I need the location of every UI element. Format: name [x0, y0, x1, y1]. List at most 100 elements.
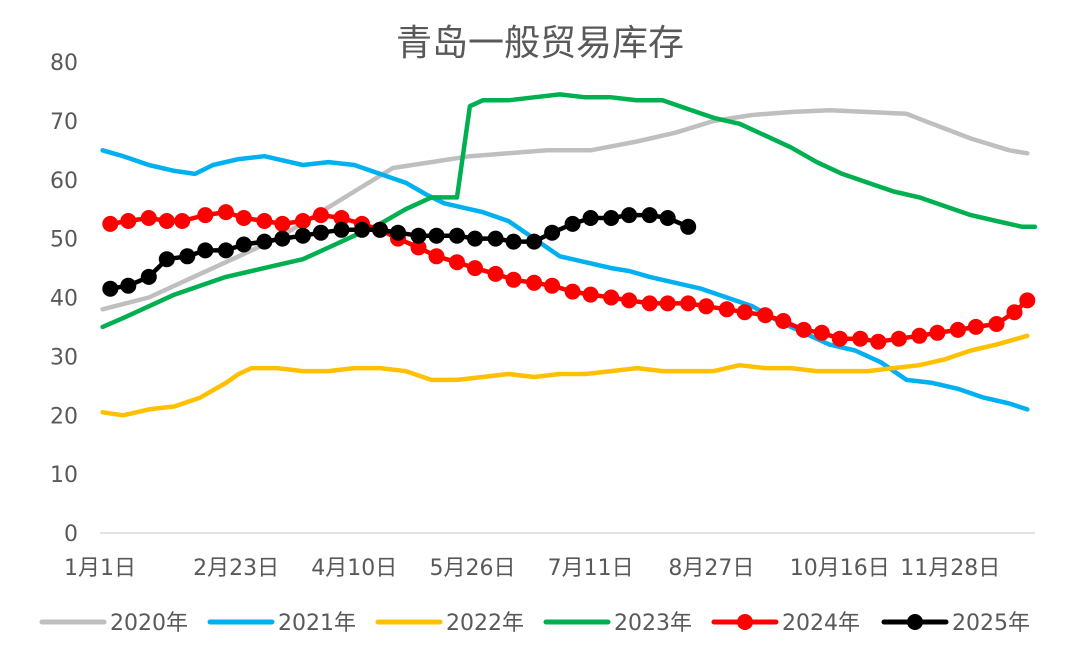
series-point: [698, 298, 715, 315]
legend-label: 2023年: [614, 611, 692, 636]
series-point: [949, 321, 966, 338]
series-point: [911, 327, 928, 344]
x-tick-label: 5月26日: [429, 556, 515, 581]
legend-label: 2025年: [952, 611, 1030, 636]
series-point: [564, 283, 581, 300]
series-point: [621, 207, 638, 224]
y-tick-label: 80: [50, 51, 78, 76]
series-point: [294, 213, 311, 229]
series-point: [449, 254, 465, 271]
x-tick-label: 8月27日: [668, 556, 754, 581]
series-point: [929, 324, 946, 341]
series-point: [487, 230, 504, 247]
series-point: [487, 265, 504, 282]
y-tick-label: 40: [50, 287, 78, 312]
legend: 2020年 2021年 2022年 2023年 2024年 2025年: [39, 611, 1030, 636]
series-point: [852, 330, 869, 347]
series-point: [718, 301, 735, 318]
series-point: [140, 210, 157, 226]
series-point: [603, 289, 620, 306]
series-point: [140, 268, 157, 285]
chart-title: 青岛一般贸易库存: [396, 23, 684, 64]
series-point: [235, 210, 252, 226]
legend-label: 2022年: [446, 611, 524, 636]
series-line: [100, 333, 1030, 418]
series-point: [354, 221, 370, 238]
series-point: [582, 286, 599, 303]
series-point: [174, 213, 191, 229]
series-point: [544, 224, 561, 241]
series-point: [120, 277, 137, 294]
series-point: [294, 227, 311, 244]
series-point: [197, 207, 214, 224]
series-point: [274, 230, 291, 247]
series-layer: [100, 92, 1038, 418]
series-point: [217, 242, 234, 259]
series-point: [795, 321, 812, 338]
y-tick-label: 70: [50, 110, 78, 135]
series-point: [449, 227, 465, 244]
series-point: [505, 271, 522, 288]
x-tick-label: 7月11日: [548, 556, 634, 581]
legend-marker: [737, 614, 753, 630]
series-point: [333, 221, 350, 238]
series-2024年: [102, 204, 1036, 350]
series-2022年: [100, 333, 1030, 418]
x-axis: 1月1日 2月23日 4月10日 5月26日 7月11日 8月27日 10月16日 11月28…: [64, 532, 1035, 581]
series-point: [659, 295, 676, 312]
series-point: [526, 274, 543, 291]
series-point: [1006, 304, 1023, 321]
series-line: [100, 108, 1030, 312]
series-point: [564, 215, 581, 232]
series-point: [410, 239, 427, 256]
series-point: [179, 248, 196, 265]
y-tick-label: 20: [50, 404, 78, 429]
y-tick-label: 10: [50, 463, 78, 488]
series-point: [659, 210, 676, 226]
series-point: [988, 316, 1005, 332]
series-point: [641, 207, 658, 224]
series-line: [108, 209, 1030, 344]
y-tick-label: 0: [64, 522, 78, 547]
series-point: [890, 330, 907, 347]
x-tick-label: 4月10日: [311, 556, 397, 581]
series-point: [680, 295, 697, 312]
series-point: [870, 333, 887, 350]
x-tick-label: 10月16日: [790, 556, 890, 581]
series-point: [544, 277, 561, 294]
legend-label: 2024年: [782, 611, 860, 636]
series-point: [603, 210, 620, 226]
series-point: [410, 227, 427, 244]
x-tick-label: 11月28日: [900, 556, 1000, 581]
series-2021年: [100, 148, 1030, 412]
series-point: [1019, 292, 1036, 309]
series-point: [621, 292, 638, 309]
series-point: [641, 295, 658, 312]
series-point: [372, 221, 388, 238]
series-point: [158, 251, 175, 268]
y-tick-label: 30: [50, 345, 78, 370]
series-point: [467, 260, 483, 277]
legend-label: 2020年: [110, 611, 188, 636]
series-point: [831, 330, 848, 347]
series-point: [813, 324, 830, 341]
series-point: [102, 215, 119, 232]
series-point: [505, 233, 522, 250]
series-point: [757, 307, 774, 324]
y-tick-label: 50: [50, 228, 78, 253]
series-point: [467, 230, 483, 247]
series-point: [217, 204, 234, 221]
series-point: [736, 304, 753, 321]
series-point: [312, 224, 329, 241]
series-point: [775, 313, 792, 329]
x-tick-label: 1月1日: [64, 556, 136, 581]
series-point: [428, 227, 445, 244]
series-2020年: [100, 108, 1030, 312]
series-point: [333, 210, 350, 226]
series-line: [100, 148, 1030, 412]
series-point: [390, 224, 406, 241]
series-point: [102, 280, 119, 297]
y-tick-label: 60: [50, 169, 78, 194]
